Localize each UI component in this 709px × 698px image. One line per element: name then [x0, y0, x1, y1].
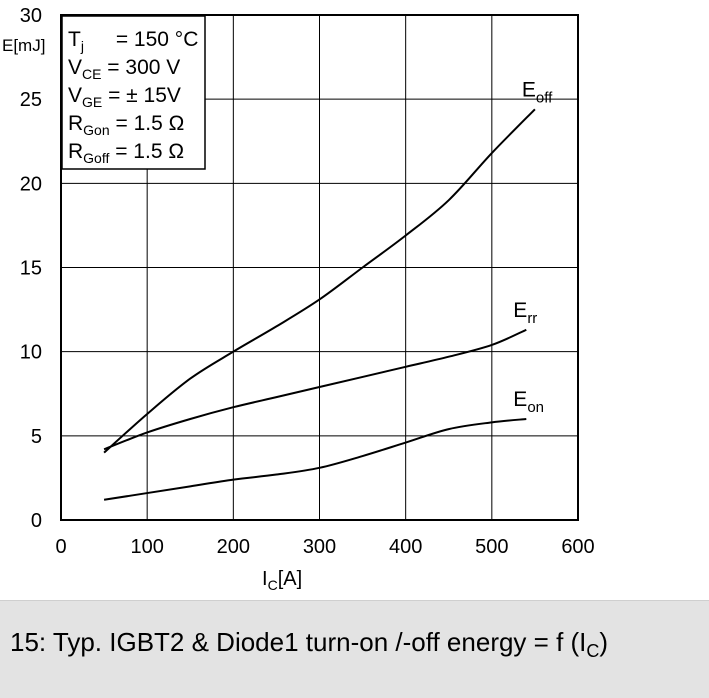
- x-tick-label: 300: [303, 536, 336, 558]
- figure-caption: 15: Typ. IGBT2 & Diode1 turn-on /-off en…: [10, 627, 609, 662]
- plot-frame: [60, 14, 579, 521]
- series-label-rr: Err: [513, 299, 537, 327]
- y-tick-labels: 0 5 10 15 20 25 30: [20, 5, 42, 532]
- series-line-rr: [103, 328, 527, 451]
- y-tick-label: 0: [31, 510, 42, 532]
- series-line-on: [103, 418, 527, 501]
- y-axis-label: E[mJ]: [2, 36, 45, 55]
- condition-line: Tj = 150 °C: [68, 28, 198, 54]
- series-lines: [103, 108, 536, 501]
- series-label-on: Eon: [513, 388, 544, 416]
- y-tick-label: 25: [20, 89, 42, 111]
- caption-bar: [0, 600, 709, 698]
- x-tick-label: 200: [217, 536, 250, 558]
- condition-line: VCE = 300 V: [68, 56, 180, 82]
- x-tick-label: 500: [475, 536, 508, 558]
- series-line-off: [103, 108, 536, 454]
- x-axis-label: IC[A]: [262, 568, 302, 593]
- condition-line: RGon = 1.5 Ω: [68, 112, 184, 138]
- y-tick-label: 10: [20, 342, 42, 364]
- x-tick-label: 600: [561, 536, 594, 558]
- y-tick-label: 15: [20, 258, 42, 280]
- condition-line: RGoff = 1.5 Ω: [68, 140, 184, 166]
- series-labels: Eoff Err Eon: [513, 78, 553, 416]
- x-tick-labels: 0 100 200 300 400 500 600: [55, 536, 594, 558]
- x-tick-label: 400: [389, 536, 422, 558]
- x-tick-label: 100: [130, 536, 163, 558]
- condition-line: VGE = ± 15V: [68, 84, 181, 110]
- x-tick-label: 0: [55, 536, 66, 558]
- y-tick-label: 5: [31, 426, 42, 448]
- y-tick-label: 30: [20, 5, 42, 27]
- chart: 0 100 200 300 400 500 600 0 5 10 15 20 25 30 Eoff Err…: [2, 5, 595, 593]
- y-tick-label: 20: [20, 173, 42, 195]
- series-label-off: Eoff: [522, 78, 553, 106]
